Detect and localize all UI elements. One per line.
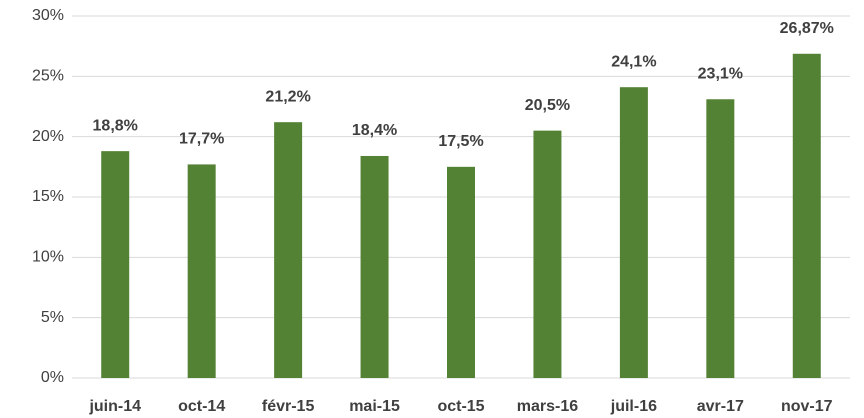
y-tick-label: 20% bbox=[32, 128, 64, 145]
y-tick-label: 15% bbox=[32, 188, 64, 205]
bar bbox=[101, 151, 130, 378]
y-tick-label: 10% bbox=[32, 249, 64, 266]
x-tick-label: juin-14 bbox=[88, 398, 141, 415]
y-tick-label: 25% bbox=[32, 68, 64, 85]
x-tick-label: nov-17 bbox=[781, 398, 833, 415]
x-tick-label: oct-15 bbox=[437, 398, 484, 415]
bar bbox=[792, 53, 821, 378]
value-label: 20,5% bbox=[525, 97, 570, 114]
value-label: 18,8% bbox=[93, 117, 138, 134]
x-tick-label: oct-14 bbox=[178, 398, 225, 415]
value-label: 18,4% bbox=[352, 122, 397, 139]
value-label: 21,2% bbox=[265, 88, 310, 105]
value-label: 26,87% bbox=[780, 20, 834, 37]
bar bbox=[447, 166, 475, 378]
x-tick-label: mars-16 bbox=[517, 398, 578, 415]
value-label: 24,1% bbox=[611, 53, 656, 70]
x-tick-label: avr-17 bbox=[697, 398, 744, 415]
y-tick-label: 5% bbox=[41, 309, 64, 326]
x-tick-label: mai-15 bbox=[349, 398, 400, 415]
y-tick-label: 0% bbox=[41, 369, 64, 386]
bar bbox=[619, 87, 648, 379]
bar bbox=[360, 155, 389, 378]
y-tick-label: 30% bbox=[32, 7, 64, 24]
value-label: 23,1% bbox=[698, 65, 743, 82]
bar bbox=[274, 122, 303, 378]
value-label: 17,7% bbox=[179, 131, 224, 148]
bar bbox=[706, 99, 735, 378]
x-tick-label: juil-16 bbox=[610, 398, 657, 415]
x-tick-label: févr-15 bbox=[262, 398, 315, 415]
value-label: 17,5% bbox=[438, 133, 483, 150]
bar bbox=[533, 130, 562, 378]
bar bbox=[187, 164, 216, 378]
